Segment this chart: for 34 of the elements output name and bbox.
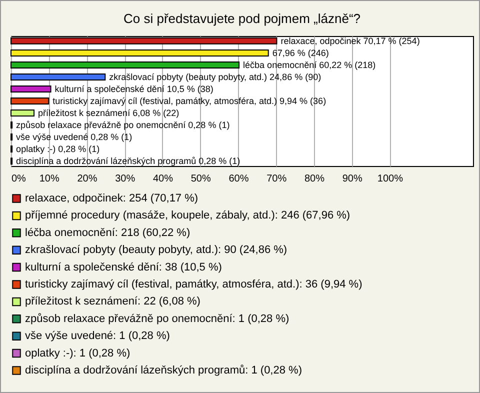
data-label: příležitost k seznámení 6,08 % (22)	[38, 108, 180, 118]
legend-label: léčba onemocnění: 218 (60,22 %)	[25, 226, 190, 239]
x-tick-label: 30%	[115, 174, 136, 184]
x-tick-label: 40%	[152, 174, 174, 184]
legend-label: oplatky :-): 1 (0,28 %)	[25, 347, 130, 360]
x-tick-label: 0%	[12, 174, 26, 184]
data-label: relaxace, odpočinek 70,17 % (254)	[280, 36, 420, 46]
legend-label: relaxace, odpočinek: 254 (70,17 %)	[25, 192, 198, 204]
data-label: vše výše uvedené 0,28 % (1)	[16, 132, 132, 142]
x-tick-label: 80%	[304, 174, 325, 184]
data-label: způsob relaxace převážně po onemocnění 0,28 % (1)	[16, 120, 230, 130]
legend-label: kulturní a společenské dění: 38 (10,5 %)	[25, 261, 222, 274]
x-tick-label: 50%	[190, 174, 211, 184]
legend-label: příjemné procedury (masáže, koupele, zábaly, atd.): 246 (67,96 %)	[25, 210, 350, 222]
legend-label: zkrašlovací pobyty (beauty pobyty, atd.): 90 (24,86 %)	[25, 244, 288, 256]
legend-label: příležitost k seznámení: 22 (6,08 %)	[25, 296, 200, 308]
legend-label: turisticky zajímavý cíl (festival, památky, atmosféra, atd.): 36 (9,94 %)	[25, 278, 362, 290]
data-label: 67,96 % (246)	[272, 48, 329, 58]
legend-label: disciplína a dodržování lázeňských programů: 1 (0,28 %)	[25, 364, 302, 376]
data-label: kulturní a společenské dění 10,5 % (38)	[54, 84, 214, 94]
x-tick-label: 100%	[377, 174, 404, 184]
x-tick-label: 10%	[39, 174, 60, 184]
legend-label: vše výše uvedené: 1 (0,28 %)	[25, 330, 170, 342]
data-label: oplatky :-) 0,28 % (1)	[16, 144, 100, 154]
x-tick-label: 90%	[342, 174, 362, 184]
data-label: turisticky zajímavý cíl (festival, památky, atmosféra, atd.) 9,94 % (36)	[52, 96, 326, 106]
chart-title: Co si představujete pod pojmem „lázně“?	[123, 11, 361, 26]
data-label: disciplína a dodržování lázeňských programů 0,28 % (1)	[16, 156, 240, 166]
data-label: léčba onemocnění 60,22 % (218)	[243, 60, 376, 70]
x-tick-label: 70%	[266, 174, 287, 184]
x-tick-label: 20%	[77, 174, 98, 184]
legend-label: způsob relaxace převážně po onemocnění: 1 (0,28 %)	[25, 312, 290, 325]
x-tick-label: 60%	[228, 174, 249, 184]
data-label: zkrašlovací pobyty (beauty pobyty, atd.) 24,86 % (90)	[109, 72, 322, 82]
